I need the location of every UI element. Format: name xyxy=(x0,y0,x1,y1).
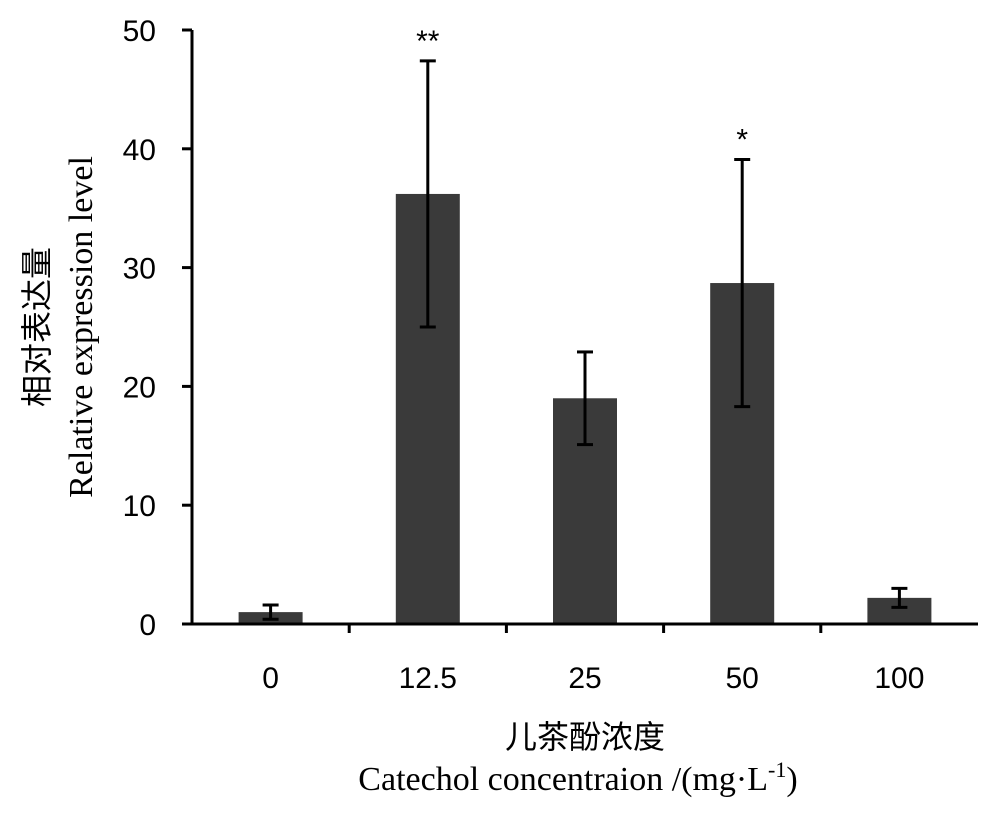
significance-label: * xyxy=(736,123,748,156)
y-tick-label: 40 xyxy=(123,134,156,167)
x-axis-title-cn: 儿茶酚浓度 xyxy=(505,718,665,756)
y-tick-label: 30 xyxy=(123,253,156,286)
x-axis-title-en-sup: -1 xyxy=(768,757,786,782)
x-tick-label: 25 xyxy=(568,662,601,695)
error-bars xyxy=(262,59,908,621)
y-axis-title: 相对表达量 Relative expression level xyxy=(18,156,100,498)
x-axis-title-en-main: Catechol concentraion /(mg·L xyxy=(358,761,768,798)
x-axis-title-en-close: ) xyxy=(786,761,797,798)
x-tick-label: 100 xyxy=(874,662,924,695)
significance-labels: *** xyxy=(416,25,748,157)
y-tick-label: 10 xyxy=(123,490,156,523)
x-tick-label: 12.5 xyxy=(399,662,457,695)
y-axis-title-en: Relative expression level xyxy=(63,156,100,498)
x-axis-title-en: Catechol concentraion /(mg·L-1) xyxy=(358,757,797,798)
y-tick-label: 20 xyxy=(123,371,156,404)
y-tick-label: 0 xyxy=(139,609,156,642)
x-axis-title: 儿茶酚浓度 Catechol concentraion /(mg·L-1) xyxy=(358,718,797,798)
y-tick-label: 50 xyxy=(123,15,156,48)
y-axis-title-cn: 相对表达量 xyxy=(18,247,56,407)
y-tick-labels: 0 10 20 30 40 50 xyxy=(123,15,156,642)
x-tick-label: 0 xyxy=(262,662,279,695)
x-tick-labels: 0 12.5 25 50 100 xyxy=(262,662,924,695)
significance-label: ** xyxy=(416,25,440,58)
x-tick-label: 50 xyxy=(726,662,759,695)
